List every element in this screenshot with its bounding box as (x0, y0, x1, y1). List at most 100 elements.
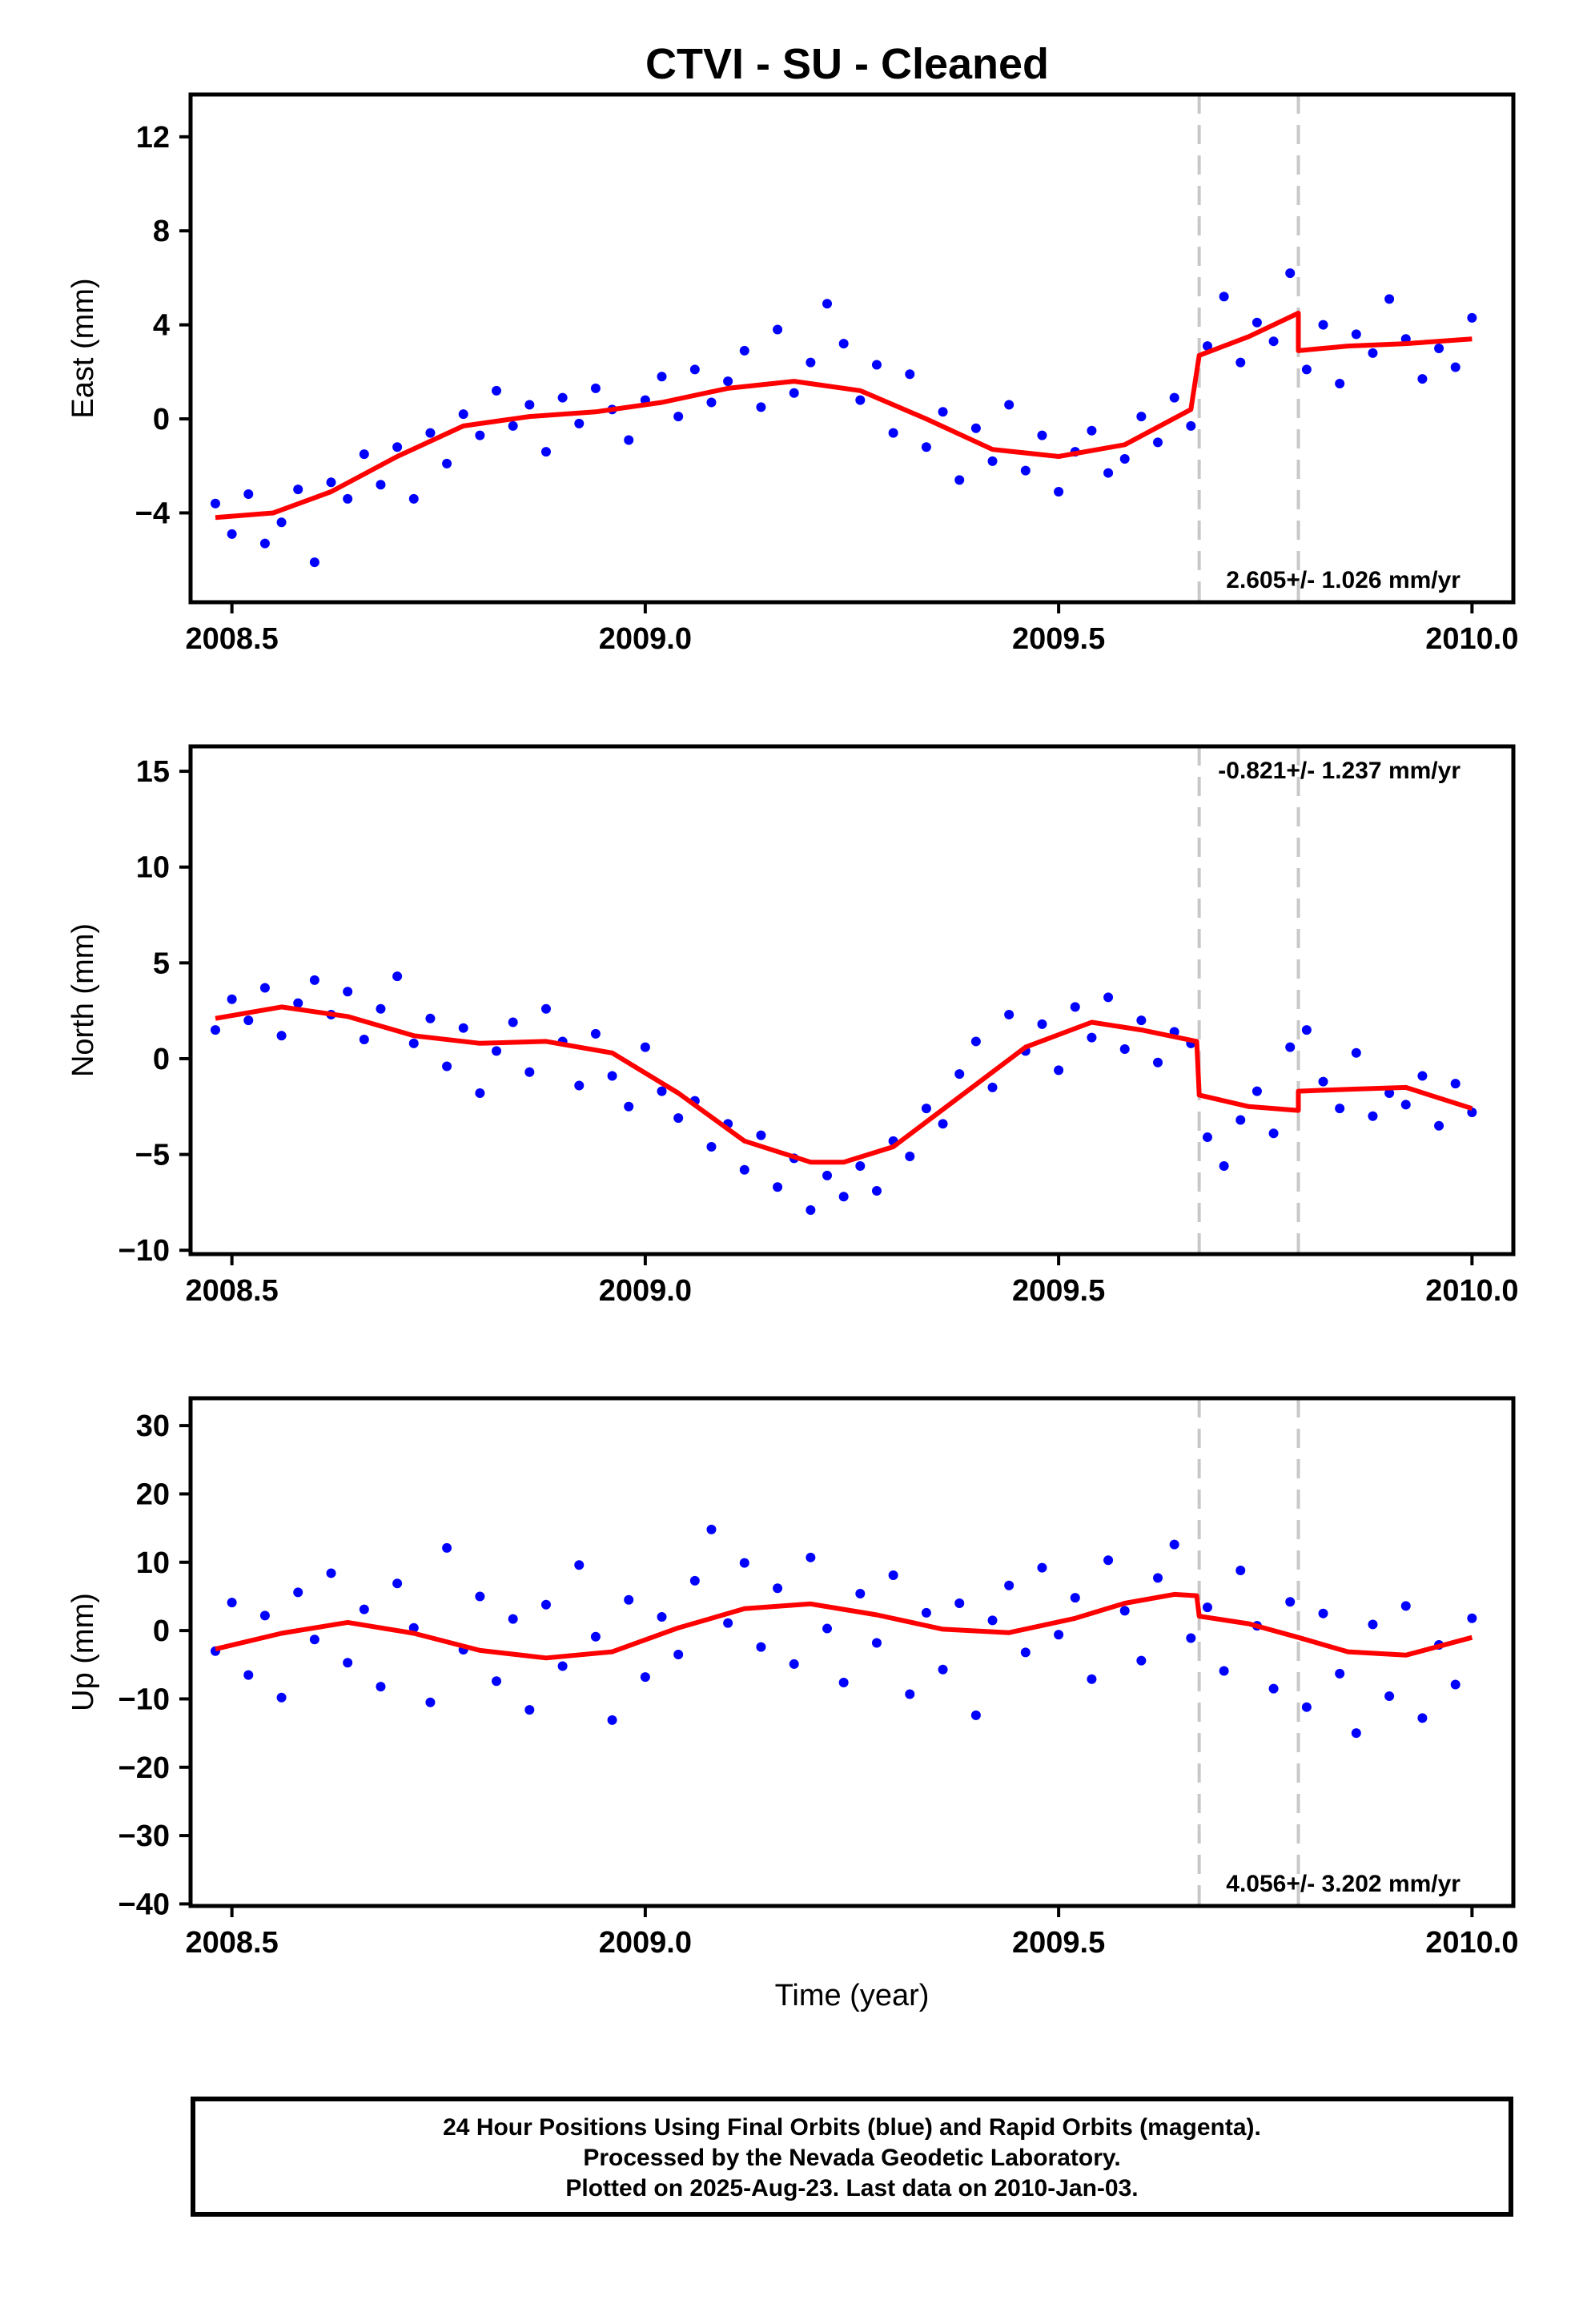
panel-east-point (1103, 468, 1114, 478)
panel-east-point (475, 430, 485, 440)
panel-east-plot-area (210, 94, 1477, 602)
panel-up-point (540, 1599, 551, 1610)
panel-up-point (1169, 1539, 1179, 1550)
panel-east-point (1235, 357, 1246, 368)
panel-north-point (1384, 1088, 1395, 1099)
panel-up-point (243, 1670, 254, 1680)
panel-north-model-line (215, 1004, 1473, 1165)
panel-east-point (1020, 465, 1031, 476)
panel-east-point (756, 402, 766, 412)
panel-up-point (1202, 1602, 1212, 1613)
panel-up-point (475, 1591, 485, 1602)
panel-east-point (822, 299, 833, 309)
panel-north-point (540, 1003, 551, 1014)
panel-north-point (1202, 1132, 1212, 1143)
panel-north: 2008.5 2009.0 2009.5 2010.0 −10 −5 0 5 10 15 North… (66, 744, 1518, 1308)
panel-north-y-axis-label: North (mm) (66, 923, 100, 1077)
panel-north-y-tick-label: 5 (153, 947, 170, 980)
panel-up-point (1087, 1674, 1097, 1684)
panel-up-x-tick-label: 2010.0 (1425, 1926, 1518, 1960)
panel-east-point (1169, 392, 1179, 403)
panel-east-point (905, 369, 915, 380)
panel-east-point (1136, 412, 1147, 422)
footer-line-3: Plotted on 2025-Aug-23. Last data on 201… (565, 2175, 1139, 2201)
panel-north-x-tick-label: 2009.0 (599, 1274, 692, 1308)
panel-up-point (689, 1575, 700, 1586)
panel-east-point (871, 360, 882, 370)
panel-north-point (1285, 1042, 1296, 1052)
panel-north-point (524, 1067, 535, 1077)
panel-up-y-axis-label: Up (mm) (66, 1593, 100, 1711)
panel-north-point (276, 1031, 287, 1041)
panel-up-point (425, 1697, 436, 1707)
footer-line-1: 24 Hour Positions Using Final Orbits (bl… (443, 2114, 1261, 2141)
panel-north-point (921, 1104, 931, 1114)
panel-east-point (657, 372, 667, 382)
panel-north-point (1136, 1015, 1147, 1026)
panel-up-point (773, 1583, 783, 1594)
panel-east-point (1153, 437, 1163, 448)
panel-east-point (1186, 420, 1196, 431)
panel-east-point (540, 447, 551, 457)
panel-up-point (1136, 1655, 1147, 1666)
panel-up: 2008.5 2009.0 2009.5 2010.0 −40 −30 −20 −10 0 10 2… (66, 1396, 1518, 2012)
panel-north-point (1004, 1009, 1014, 1019)
panel-north-point (822, 1170, 833, 1180)
panel-north-point (1268, 1128, 1279, 1139)
panel-up-point (1285, 1597, 1296, 1607)
panel-east-point (938, 407, 948, 417)
panel-up-model-line (215, 1591, 1473, 1661)
panel-east-x-tick-label: 2009.0 (599, 622, 692, 656)
panel-east-point (1202, 341, 1212, 352)
panel-up-point (673, 1649, 684, 1659)
panel-up-point (508, 1614, 518, 1624)
panel-north-point (938, 1119, 948, 1129)
panel-up-point (987, 1615, 998, 1626)
panel-east-point (1054, 487, 1064, 497)
panel-north-rate-label: -0.821+/- 1.237 mm/yr (1218, 758, 1460, 784)
panel-up-point (1467, 1613, 1477, 1623)
panel-east-point (376, 480, 386, 490)
panel-up-point (657, 1612, 667, 1622)
panel-east-point (806, 357, 816, 368)
panel-east-point (574, 418, 585, 428)
panel-up-point (1103, 1555, 1114, 1566)
panel-east-frame (188, 92, 1516, 605)
panel-north-point (773, 1182, 783, 1192)
panel-up-point (905, 1689, 915, 1699)
panel-up-point (343, 1658, 353, 1668)
panel-north-point (624, 1101, 634, 1112)
panel-up-point (970, 1710, 981, 1720)
panel-east-point (1268, 336, 1279, 347)
panel-east-y-tick-label: 0 (153, 403, 170, 436)
panel-east-point (888, 428, 898, 438)
footer-line-2: Processed by the Nevada Geodetic Laborat… (583, 2145, 1121, 2171)
panel-up-point (1119, 1606, 1130, 1616)
panel-north-point (408, 1038, 419, 1048)
panel-east-point (773, 324, 783, 335)
panel-north-point (607, 1071, 617, 1081)
panel-east-point (1467, 312, 1477, 323)
panel-north-x-tick-label: 2010.0 (1425, 1274, 1518, 1308)
panel-up-point (259, 1610, 270, 1621)
panel-up-point (938, 1664, 948, 1675)
panel-up-point (442, 1542, 452, 1553)
panel-up-point (1268, 1683, 1279, 1694)
panel-up-point (888, 1570, 898, 1581)
panel-up-point (1186, 1633, 1196, 1643)
panel-north-point (970, 1036, 981, 1047)
panel-north-point (640, 1042, 650, 1052)
panel-north-y-tick-label: −10 (119, 1234, 170, 1268)
panel-east-point (524, 400, 535, 410)
panel-east-point (838, 339, 849, 349)
panel-up-point (838, 1677, 849, 1687)
panel-north-point (954, 1069, 965, 1080)
panel-up-point (789, 1659, 799, 1669)
panel-up-point (723, 1618, 733, 1628)
panel-east-point (326, 477, 336, 488)
panel-east-point (359, 449, 369, 460)
panel-up-y-tick-label: −30 (119, 1819, 170, 1853)
panel-up-point (921, 1607, 931, 1618)
panel-east-point (954, 475, 965, 485)
